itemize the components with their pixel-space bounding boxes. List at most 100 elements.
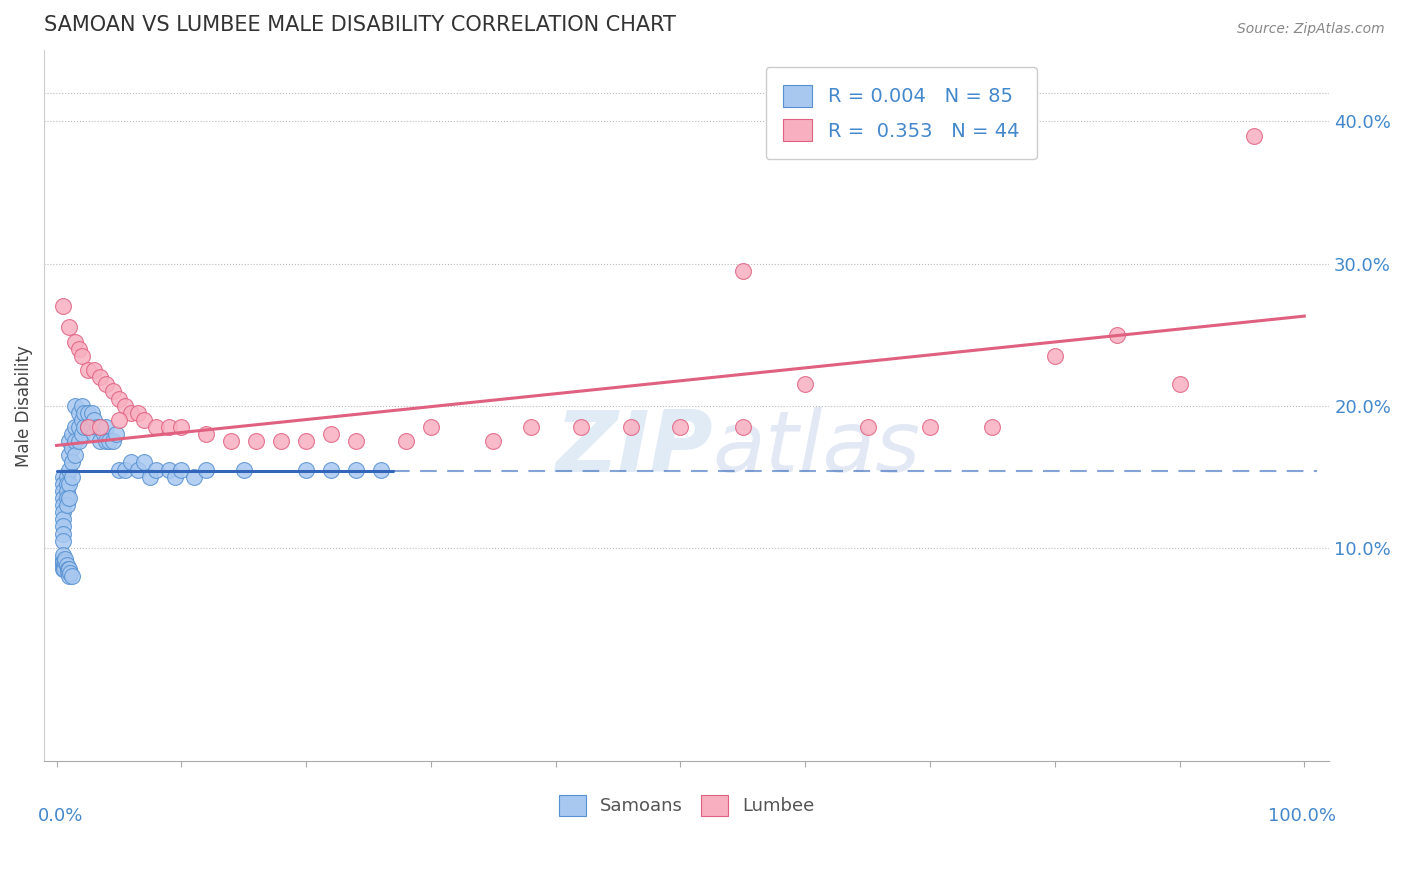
- Point: [108, 462, 131, 476]
- Point: [89, 370, 111, 384]
- Legend: Samoans, Lumbee: Samoans, Lumbee: [551, 788, 823, 822]
- Point: [918, 420, 941, 434]
- Point: [127, 406, 149, 420]
- Point: [53, 558, 76, 572]
- Point: [65, 434, 87, 449]
- Point: [65, 334, 87, 349]
- Point: [58, 569, 80, 583]
- Point: [89, 420, 111, 434]
- Point: [856, 420, 879, 434]
- Point: [270, 434, 292, 449]
- Point: [83, 363, 105, 377]
- Point: [482, 434, 505, 449]
- Point: [101, 434, 124, 449]
- Point: [98, 434, 121, 449]
- Point: [56, 562, 79, 576]
- Point: [195, 462, 218, 476]
- Point: [83, 427, 105, 442]
- Point: [58, 449, 80, 463]
- Point: [58, 434, 80, 449]
- Point: [52, 299, 75, 313]
- Point: [1243, 128, 1265, 143]
- Point: [419, 420, 441, 434]
- Point: [55, 491, 77, 505]
- Point: [58, 476, 80, 491]
- Point: [52, 505, 75, 519]
- Point: [96, 377, 118, 392]
- Point: [58, 562, 80, 576]
- Point: [120, 455, 142, 469]
- Point: [60, 569, 83, 583]
- Point: [127, 462, 149, 476]
- Point: [52, 555, 75, 569]
- Point: [65, 420, 87, 434]
- Point: [52, 498, 75, 512]
- Point: [1107, 327, 1129, 342]
- Point: [139, 469, 162, 483]
- Point: [52, 526, 75, 541]
- Point: [195, 427, 218, 442]
- Point: [76, 406, 98, 420]
- Point: [58, 491, 80, 505]
- Point: [170, 462, 193, 476]
- Point: [58, 320, 80, 334]
- Point: [114, 462, 136, 476]
- Point: [344, 462, 367, 476]
- Point: [70, 399, 93, 413]
- Point: [65, 449, 87, 463]
- Point: [132, 413, 155, 427]
- Point: [395, 434, 418, 449]
- Point: [52, 555, 75, 569]
- Point: [669, 420, 692, 434]
- Point: [83, 413, 105, 427]
- Point: [319, 427, 342, 442]
- Point: [1168, 377, 1191, 392]
- Point: [52, 512, 75, 526]
- Point: [981, 420, 1004, 434]
- Point: [60, 442, 83, 456]
- Point: [52, 548, 75, 562]
- Point: [370, 462, 392, 476]
- Point: [794, 377, 817, 392]
- Point: [232, 462, 254, 476]
- Point: [93, 427, 115, 442]
- Point: [319, 462, 342, 476]
- Point: [145, 420, 167, 434]
- Point: [157, 420, 180, 434]
- Point: [76, 420, 98, 434]
- Point: [569, 420, 592, 434]
- Point: [65, 399, 87, 413]
- Point: [52, 562, 75, 576]
- Point: [89, 420, 111, 434]
- Point: [67, 342, 90, 356]
- Point: [70, 349, 93, 363]
- Point: [619, 420, 641, 434]
- Point: [60, 455, 83, 469]
- Point: [52, 476, 75, 491]
- Point: [344, 434, 367, 449]
- Point: [86, 420, 108, 434]
- Y-axis label: Male Disability: Male Disability: [15, 345, 32, 467]
- Point: [80, 420, 103, 434]
- Point: [67, 420, 90, 434]
- Point: [53, 555, 76, 569]
- Point: [52, 519, 75, 533]
- Text: ZIP: ZIP: [555, 407, 713, 490]
- Point: [73, 406, 96, 420]
- Point: [170, 420, 193, 434]
- Point: [53, 552, 76, 566]
- Point: [55, 498, 77, 512]
- Point: [105, 427, 128, 442]
- Point: [55, 469, 77, 483]
- Point: [108, 392, 131, 406]
- Text: 100.0%: 100.0%: [1268, 807, 1336, 825]
- Point: [731, 263, 754, 277]
- Point: [295, 434, 318, 449]
- Point: [96, 420, 118, 434]
- Point: [52, 469, 75, 483]
- Point: [80, 406, 103, 420]
- Point: [52, 533, 75, 548]
- Point: [56, 565, 79, 579]
- Point: [245, 434, 267, 449]
- Point: [70, 413, 93, 427]
